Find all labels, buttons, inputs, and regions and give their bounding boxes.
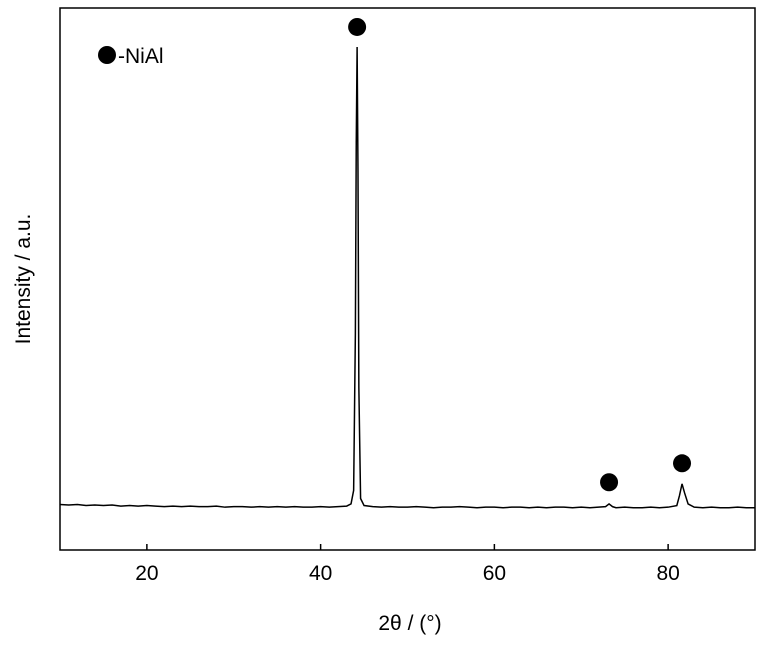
phase-marker bbox=[348, 17, 367, 36]
legend-marker bbox=[98, 46, 116, 64]
plot-frame bbox=[59, 7, 756, 551]
x-tick-label: 80 bbox=[656, 562, 679, 585]
x-axis-label: 2θ / (°) bbox=[378, 612, 441, 635]
legend-label: -NiAl bbox=[118, 45, 164, 68]
x-tick-label: 20 bbox=[135, 562, 158, 585]
pattern-line bbox=[59, 47, 755, 509]
phase-marker bbox=[600, 473, 619, 492]
phase-marker bbox=[673, 454, 692, 473]
x-tick-label: 40 bbox=[309, 562, 332, 585]
x-tick-label: 60 bbox=[483, 562, 506, 585]
y-axis-label: Intensity / a.u. bbox=[12, 214, 35, 345]
